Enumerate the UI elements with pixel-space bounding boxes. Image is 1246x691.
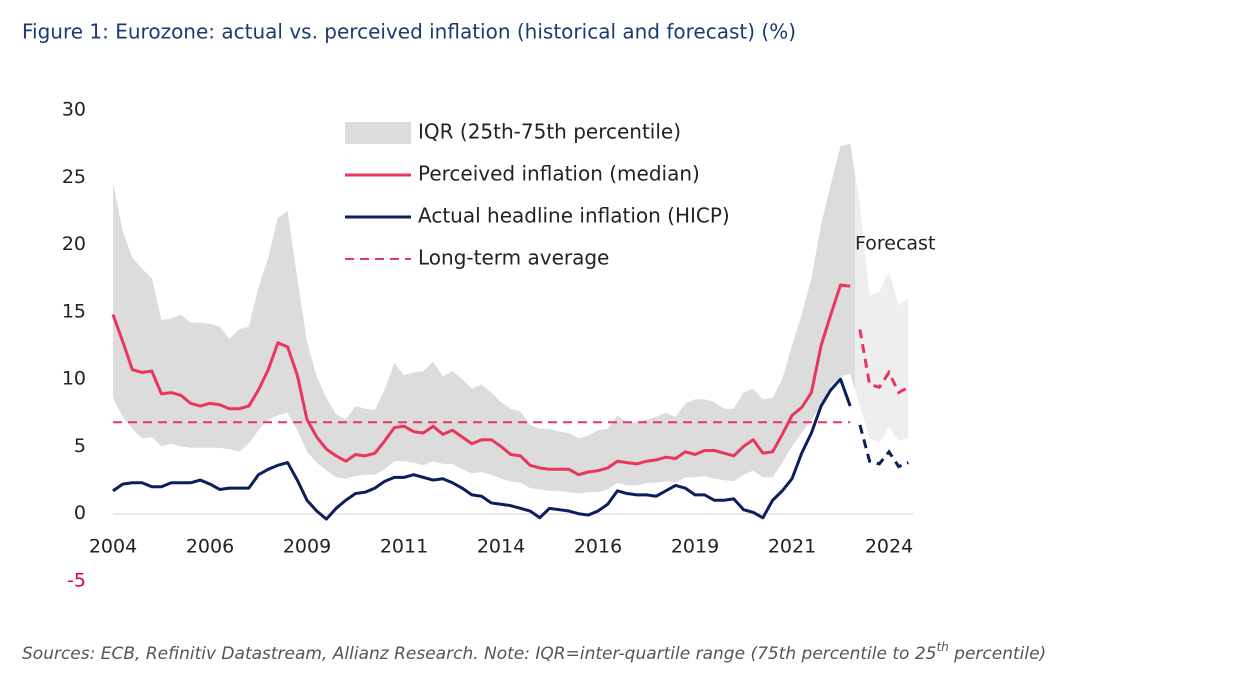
legend-label: IQR (25th-75th percentile) [418, 120, 681, 144]
iqr-band [113, 143, 909, 494]
legend-label: Actual headline inflation (HICP) [418, 204, 730, 228]
y-tick-label: 20 [62, 233, 86, 255]
legend-swatch [345, 122, 411, 144]
footnote-text: percentile) [949, 644, 1046, 664]
x-tick-label: 2016 [574, 536, 622, 558]
x-tick-label: 2024 [865, 536, 913, 558]
x-tick-label: 2014 [477, 536, 525, 558]
forecast-annotation: Forecast [855, 233, 935, 255]
x-tick-label: 2011 [380, 536, 428, 558]
forecast-line [858, 424, 909, 469]
x-tick-label: 2021 [768, 536, 816, 558]
forecast-shade [855, 100, 911, 581]
y-tick-label: -5 [67, 570, 86, 592]
chart-title: Figure 1: Eurozone: actual vs. perceived… [22, 20, 796, 44]
forecast-line [858, 329, 910, 395]
legend-label: Long-term average [418, 246, 609, 270]
footnote: Sources: ECB, Refinitiv Datastream, Alli… [22, 640, 1046, 665]
footnote-superscript: th [936, 640, 948, 654]
legend-label: Perceived inflation (median) [418, 162, 700, 186]
y-tick-label: 0 [74, 502, 86, 524]
y-tick-label: 30 [62, 99, 86, 121]
series-line [111, 283, 851, 477]
x-tick-label: 2004 [89, 536, 137, 558]
x-tick-label: 2019 [671, 536, 719, 558]
series-line [112, 377, 852, 521]
y-tick-label: 15 [62, 300, 86, 322]
y-tick-label: 5 [74, 435, 86, 457]
x-tick-label: 2006 [186, 536, 234, 558]
footnote-text: Sources: ECB, Refinitiv Datastream, Alli… [22, 644, 936, 664]
y-tick-label: 10 [62, 368, 86, 390]
y-tick-label: 25 [62, 166, 86, 188]
x-tick-label: 2009 [283, 536, 331, 558]
